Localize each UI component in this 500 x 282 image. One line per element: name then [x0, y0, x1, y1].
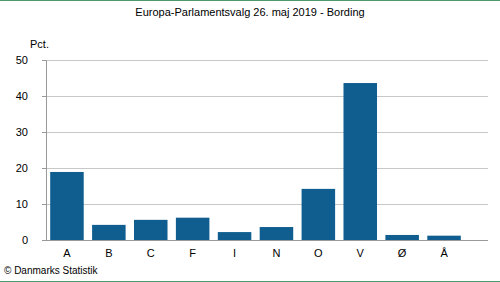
bottom-border [0, 281, 500, 282]
y-tick-mark [42, 132, 46, 133]
x-tick: N [272, 247, 280, 259]
top-border [0, 0, 500, 1]
bar [427, 236, 461, 240]
bar [385, 235, 419, 240]
x-tick: Å [440, 247, 448, 259]
bar [176, 218, 210, 240]
y-tick-label: 50 [16, 54, 28, 66]
y-tick-mark [42, 168, 46, 169]
y-tick-label: 10 [16, 198, 28, 210]
x-tick-label: V [357, 247, 365, 259]
bar [92, 225, 126, 240]
y-tick-mark [42, 204, 46, 205]
bar [218, 232, 252, 240]
grid-line [46, 96, 488, 97]
bar [134, 220, 168, 240]
y-tick: 20 [16, 162, 46, 174]
source: © Danmarks Statistik [4, 265, 99, 276]
bar [260, 227, 294, 240]
y-tick-mark [42, 60, 46, 61]
x-axis: ABCFINOVØÅ [46, 241, 488, 259]
y-tick: 10 [16, 198, 46, 210]
x-tick-label: I [233, 247, 236, 259]
x-tick: V [357, 247, 365, 259]
bar [50, 172, 84, 240]
title: Europa-Parlamentsvalg 26. maj 2019 - Bor… [135, 6, 364, 18]
y-tick-mark [42, 96, 46, 97]
bars [50, 83, 461, 240]
x-tick-label: N [272, 247, 280, 259]
y-tick-label: 40 [16, 90, 28, 102]
x-tick-label: Ø [398, 247, 407, 259]
y-axis-line [42, 61, 47, 241]
x-tick-label: F [189, 247, 196, 259]
y-tick-label: 20 [16, 162, 28, 174]
grid-line [46, 168, 488, 169]
x-tick: F [189, 247, 196, 259]
grid-line [46, 132, 488, 133]
bar [302, 189, 336, 240]
y-tick-label: 30 [16, 126, 28, 138]
x-tick: O [314, 247, 323, 259]
x-axis-line [46, 240, 488, 241]
x-tick-label: O [314, 247, 323, 259]
y-tick: 0 [22, 234, 46, 246]
x-tick-label: Å [440, 247, 448, 259]
bar [343, 83, 377, 240]
chart: Europa-Parlamentsvalg 26. maj 2019 - Bor… [0, 0, 500, 282]
y-axis: 0 10 20 30 40 50 [16, 54, 47, 246]
grid-line [46, 60, 488, 61]
x-tick: I [233, 247, 236, 259]
x-tick-label: B [105, 247, 112, 259]
y-axis-label: Pct. [30, 38, 49, 50]
x-tick: B [105, 247, 112, 259]
y-tick-mark [42, 240, 46, 241]
y-tick-label: 0 [22, 234, 28, 246]
y-tick: 30 [16, 126, 46, 138]
x-tick: A [63, 247, 71, 259]
x-tick-label: C [147, 247, 155, 259]
y-tick: 50 [16, 54, 46, 66]
grid [46, 61, 488, 241]
x-tick-label: A [63, 247, 71, 259]
x-tick: C [147, 247, 155, 259]
y-tick: 40 [16, 90, 46, 102]
grid-line [46, 204, 488, 205]
grid-line [46, 240, 488, 241]
x-tick: Ø [398, 247, 407, 259]
